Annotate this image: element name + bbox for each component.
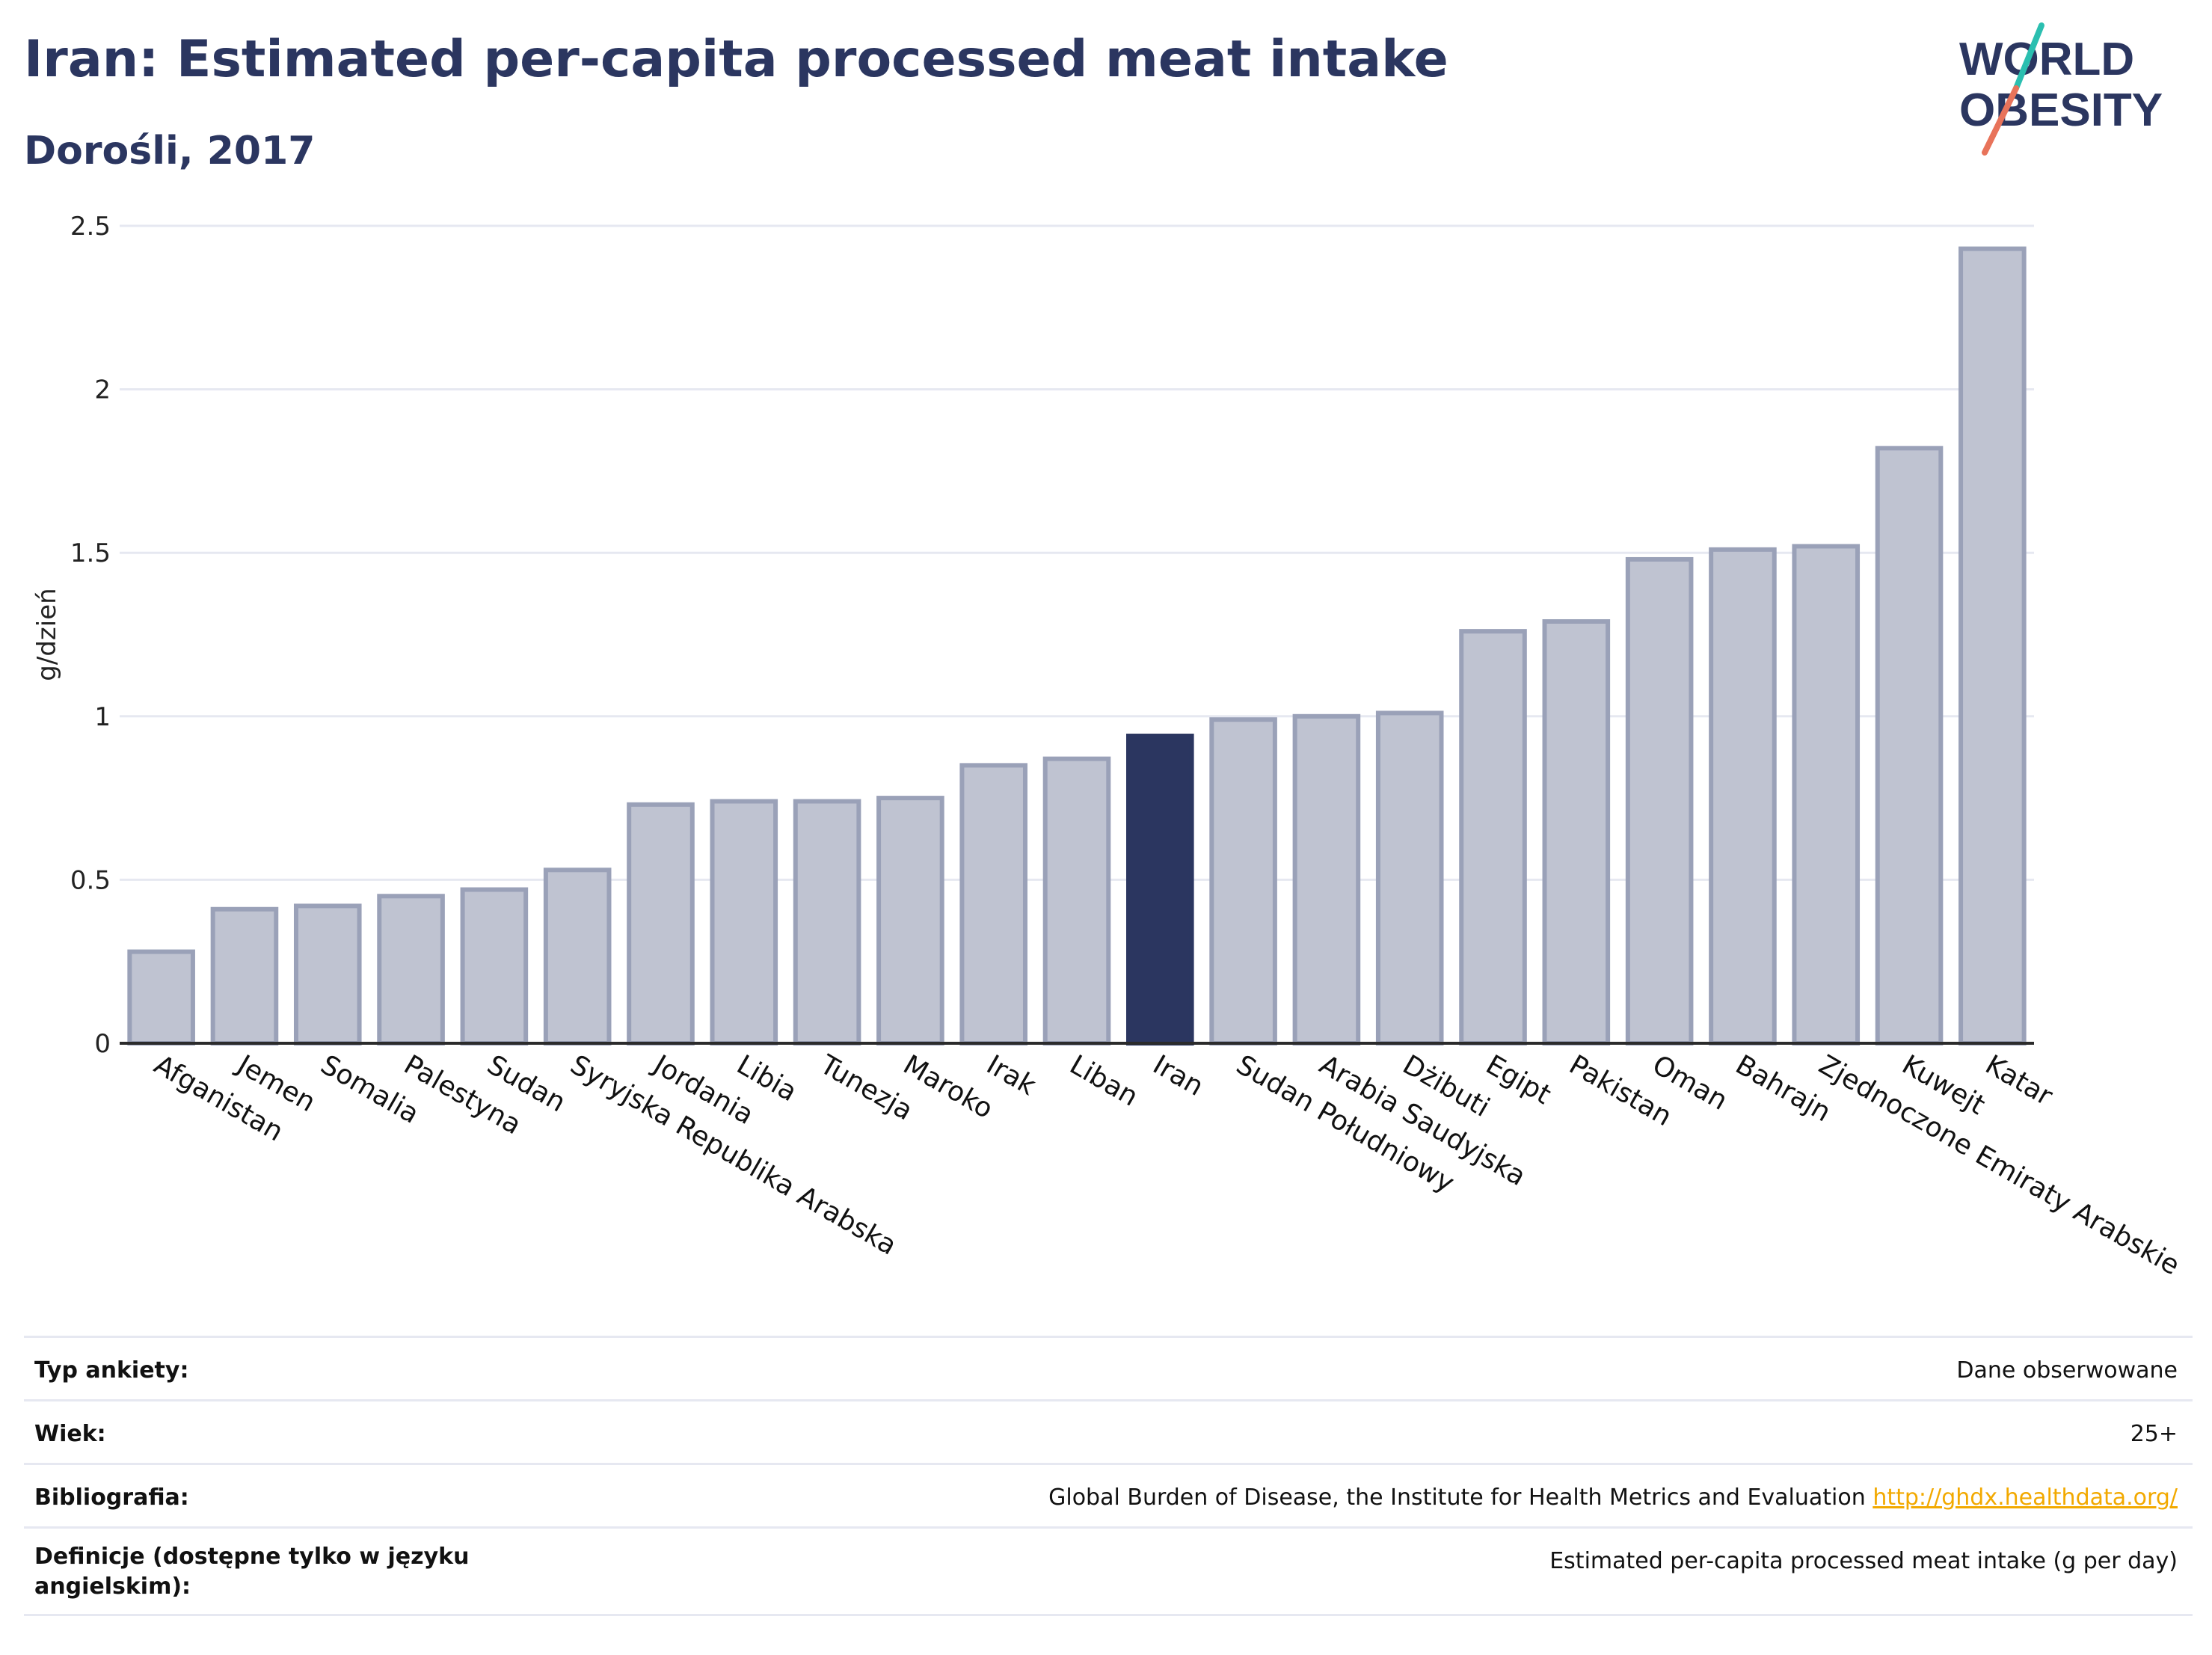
bar	[293, 903, 362, 1045]
bar	[1375, 710, 1444, 1045]
bar	[543, 868, 612, 1046]
bar	[1625, 556, 1694, 1045]
x-tick-label: Liban	[1065, 1049, 1143, 1112]
bar	[1042, 756, 1111, 1045]
logo-slash-coral	[1982, 85, 2019, 156]
bar	[1709, 547, 1777, 1045]
y-tick-label: 0	[94, 1029, 111, 1059]
info-value: Dane obserwowane	[1956, 1357, 2178, 1384]
x-tick-label: Maroko	[898, 1049, 998, 1125]
info-value-text: 25+	[2130, 1421, 2178, 1447]
info-value: Global Burden of Disease, the Institute …	[1048, 1484, 2178, 1511]
x-tick-label: Bahrajn	[1730, 1049, 1836, 1128]
logo-text-world: WORLD	[1959, 34, 2134, 85]
x-tick-label: Tunezja	[814, 1049, 918, 1127]
x-tick-label: Katar	[1980, 1049, 2058, 1112]
info-value-text: Dane obserwowane	[1956, 1357, 2178, 1384]
info-key: Bibliografia:	[34, 1484, 189, 1511]
info-row: Definicje (dostępne tylko w języku angie…	[24, 1526, 2193, 1623]
info-row: Typ ankiety: Dane obserwowane	[24, 1336, 2193, 1399]
bar	[1292, 713, 1361, 1045]
bar	[210, 906, 279, 1046]
bar	[876, 796, 944, 1045]
bar	[377, 894, 445, 1046]
info-row: Bibliografia: Global Burden of Disease, t…	[24, 1463, 2193, 1526]
logo-text-obesity: OBESITY	[1959, 85, 2163, 136]
bar	[793, 799, 861, 1046]
world-obesity-logo: WORLD OBESITY	[1959, 22, 2163, 156]
info-row: Wiek: 25+	[24, 1399, 2193, 1463]
bar	[627, 802, 695, 1045]
y-tick-label: 0.5	[70, 865, 111, 895]
bar	[1792, 544, 1861, 1045]
y-tick-label: 2	[94, 375, 111, 405]
y-tick-label: 1	[94, 702, 111, 732]
info-value-text: Estimated per-capita processed meat inta…	[1549, 1548, 2178, 1574]
bar	[959, 763, 1027, 1045]
y-tick-labels: 0 0.5 1 1.5 2 2.5	[70, 212, 111, 1059]
info-key: Typ ankiety:	[34, 1357, 189, 1384]
bar	[1958, 246, 2027, 1045]
info-value: Estimated per-capita processed meat inta…	[1549, 1548, 2178, 1574]
bar-chart: 0 0.5 1 1.5 2 2.5 AfganistanJemenSomaliaPales…	[32, 212, 2184, 1281]
y-axis-label: g/dzień	[32, 588, 62, 681]
info-key: Definicje (dostępne tylko w języku angie…	[34, 1544, 470, 1600]
chart-subtitle: Dorośli, 2017	[24, 129, 316, 174]
logo-slash-teal	[2013, 22, 2044, 91]
bar	[1209, 717, 1277, 1045]
info-table: Typ ankiety: Dane obserwowane Wiek: 25+ Bibl…	[24, 1336, 2193, 1623]
bar	[1542, 619, 1611, 1045]
info-value-text: Global Burden of Disease, the Institute …	[1048, 1484, 1866, 1511]
y-tick-label: 2.5	[70, 212, 111, 242]
bar	[460, 887, 529, 1045]
chart-title: Iran: Estimated per-capita processed mea…	[24, 30, 1448, 89]
x-tick-labels: AfganistanJemenSomaliaPalestynaSudanSyry…	[149, 1048, 2184, 1281]
bar	[1459, 629, 1527, 1045]
bar	[710, 799, 778, 1046]
bar	[1875, 446, 1944, 1045]
info-value: 25+	[2130, 1421, 2178, 1447]
bars	[120, 246, 2034, 1046]
x-tick-label: Iran	[1148, 1049, 1208, 1102]
source-link[interactable]: http://ghdx.healthdata.org/	[1872, 1484, 2178, 1511]
y-tick-label: 1.5	[70, 538, 111, 568]
bar	[127, 949, 195, 1045]
bar-highlight	[1126, 734, 1194, 1045]
x-tick-label: Egipt	[1481, 1049, 1556, 1111]
info-key: Wiek:	[34, 1421, 106, 1447]
info-bottom-border	[24, 1614, 2193, 1616]
